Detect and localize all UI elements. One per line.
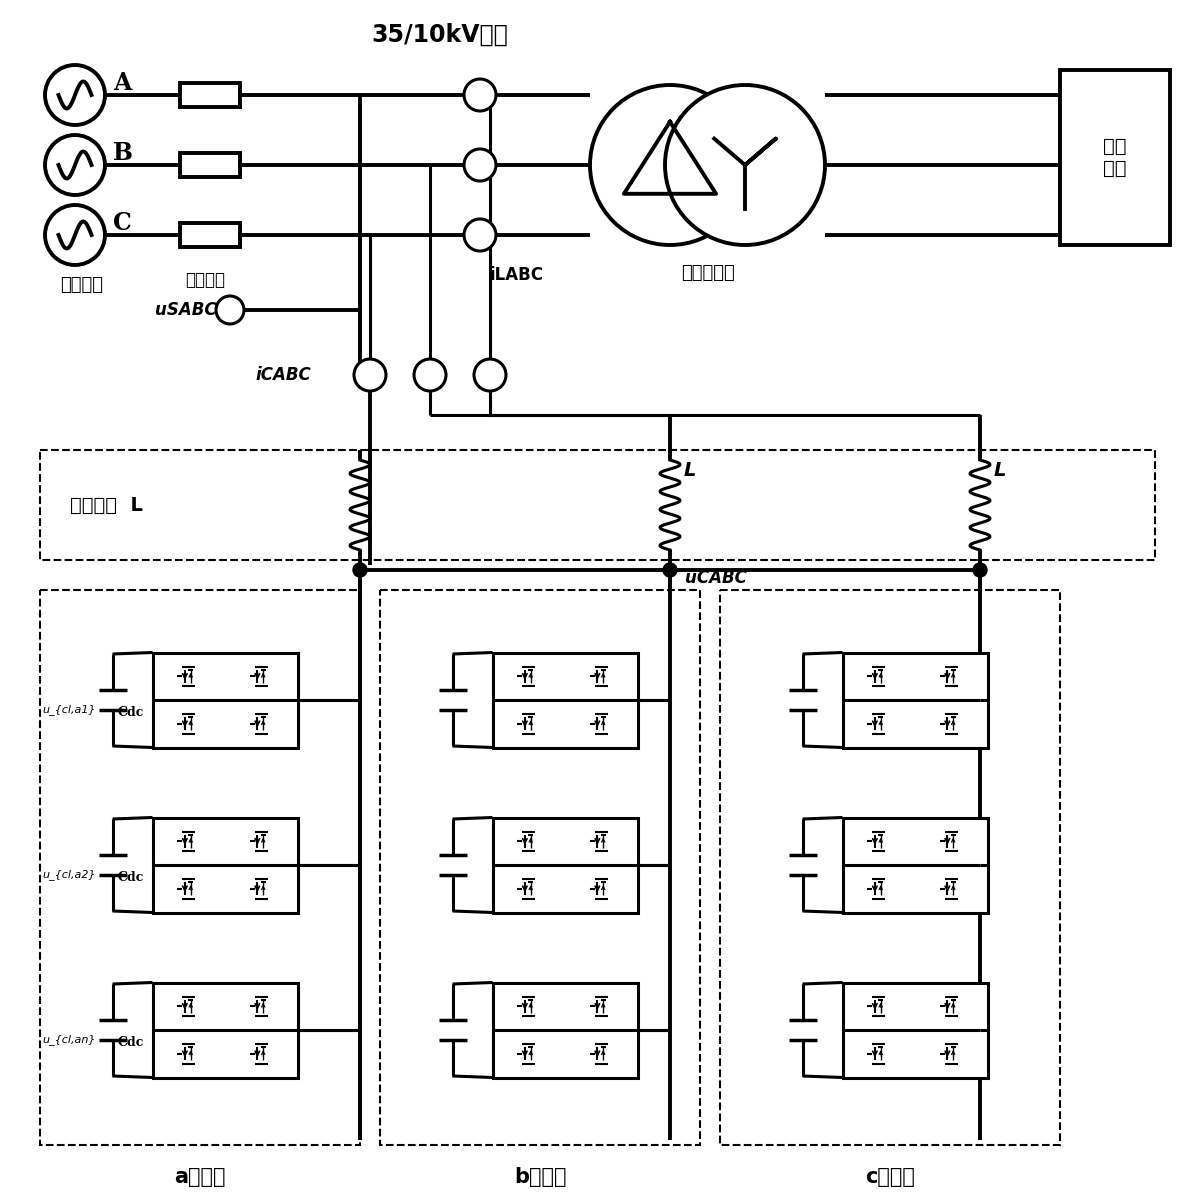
Bar (181, 223, 240, 247)
Bar (153, 982, 298, 1078)
Text: 三相电源: 三相电源 (60, 276, 103, 294)
Bar (153, 817, 298, 913)
Text: c相模块: c相模块 (865, 1168, 915, 1187)
Circle shape (414, 358, 446, 391)
Text: Cdc: Cdc (117, 1036, 144, 1048)
Text: Cdc: Cdc (117, 870, 144, 883)
Bar (181, 82, 240, 108)
Bar (39, 451, 1155, 560)
Text: 连接电抗  L: 连接电抗 L (71, 496, 142, 515)
Circle shape (663, 563, 677, 577)
Text: 系统阻抗: 系统阻抗 (185, 271, 225, 289)
Bar (1060, 71, 1170, 245)
Bar (842, 652, 988, 748)
Circle shape (45, 65, 105, 125)
Bar (181, 153, 240, 177)
Bar (493, 652, 637, 748)
Circle shape (464, 79, 496, 111)
Text: uCABC: uCABC (685, 569, 746, 587)
Text: uSABC: uSABC (155, 301, 216, 319)
Bar (493, 982, 637, 1078)
Text: A: A (112, 71, 132, 94)
Bar (39, 590, 360, 1145)
Text: iLABC: iLABC (490, 266, 544, 284)
Circle shape (974, 563, 987, 577)
Text: C: C (112, 212, 132, 235)
Text: L: L (994, 460, 1006, 479)
Text: u_{cl,an}: u_{cl,an} (42, 1035, 96, 1046)
Circle shape (216, 296, 244, 324)
Text: Cdc: Cdc (117, 705, 144, 718)
Bar (720, 590, 1060, 1145)
Circle shape (354, 358, 386, 391)
Bar (842, 982, 988, 1078)
Bar (842, 817, 988, 913)
Text: B: B (112, 141, 133, 165)
Text: L: L (684, 460, 696, 479)
Text: a相模块: a相模块 (175, 1168, 226, 1187)
Circle shape (353, 563, 367, 577)
Circle shape (45, 135, 105, 195)
Circle shape (464, 219, 496, 251)
Text: 35/10kV母线: 35/10kV母线 (372, 23, 508, 47)
Circle shape (665, 85, 825, 245)
Text: 配电变压器: 配电变压器 (681, 264, 734, 282)
Text: u_{cl,a2}: u_{cl,a2} (42, 870, 96, 881)
Bar (153, 652, 298, 748)
Text: 低压
负载: 低压 负载 (1103, 137, 1127, 178)
Circle shape (464, 149, 496, 180)
Text: b相模块: b相模块 (514, 1168, 566, 1187)
Circle shape (590, 85, 750, 245)
Circle shape (45, 206, 105, 265)
Bar (380, 590, 700, 1145)
Text: u_{cl,a1}: u_{cl,a1} (42, 705, 96, 716)
Text: iCABC: iCABC (255, 366, 311, 384)
Circle shape (474, 358, 506, 391)
Bar (493, 817, 637, 913)
